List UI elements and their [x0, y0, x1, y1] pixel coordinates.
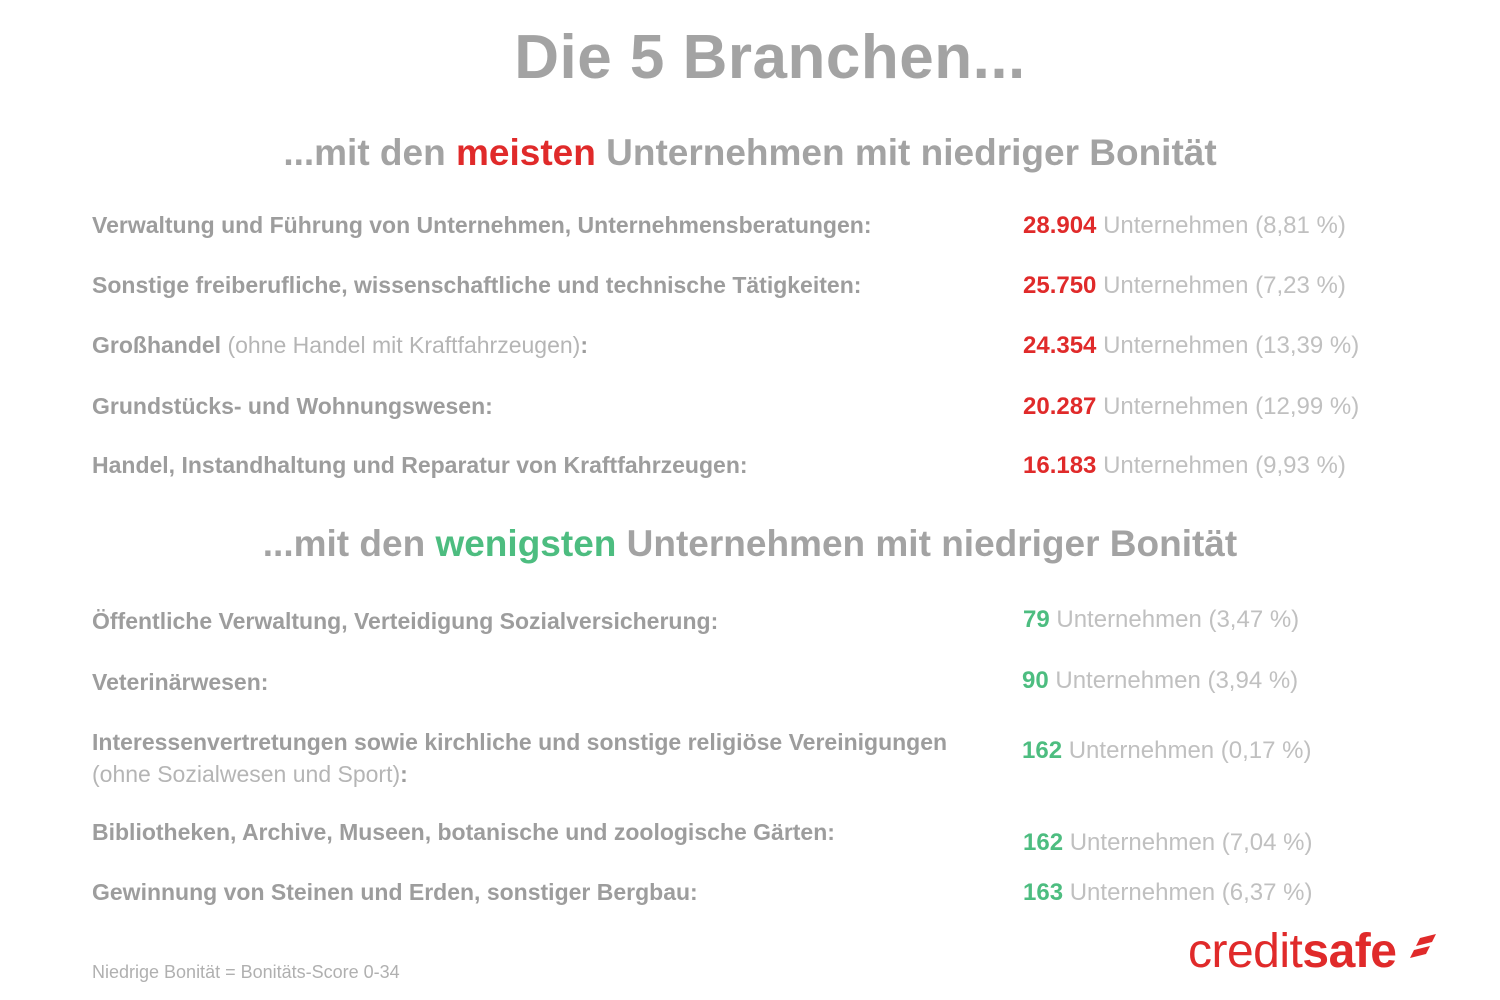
industry-value: 162 Unternehmen (0,17 %) — [1022, 737, 1312, 765]
swoosh-icon — [1410, 934, 1436, 958]
company-count: 79 — [1023, 606, 1050, 633]
company-count: 162 — [1022, 737, 1063, 764]
industry-value: 20.287 Unternehmen (12,99 %) — [1023, 393, 1359, 421]
industry-label: Interessenvertretungen sowie kirchliche … — [92, 729, 947, 788]
logo-text-safe: safe — [1302, 925, 1397, 978]
company-share: Unternehmen (7,23 %) — [1096, 272, 1346, 299]
industry-label-colon: : — [580, 332, 588, 358]
industry-label-main: Großhandel — [92, 332, 222, 358]
industry-label-main: Interessenvertretungen sowie kirchliche … — [92, 729, 948, 755]
industry-label: Bibliotheken, Archive, Museen, botanisch… — [92, 819, 835, 845]
footnote: Niedrige Bonität = Bonitäts-Score 0-34 — [92, 962, 400, 982]
company-share: Unternehmen (6,37 %) — [1063, 879, 1313, 906]
heading-highlight-least: wenigsten — [435, 523, 617, 564]
creditsafe-logo: creditsafe — [1188, 924, 1436, 979]
heading-highlight-most: meisten — [456, 132, 596, 173]
industry-value: 162 Unternehmen (7,04 %) — [1023, 829, 1313, 857]
logo-text-credit: credit — [1188, 925, 1303, 978]
company-share: Unternehmen (3,47 %) — [1049, 606, 1300, 633]
company-count: 90 — [1022, 667, 1049, 694]
heading-prefix: ...mit den — [283, 132, 456, 173]
industry-label: Grundstücks- und Wohnungswesen: — [92, 393, 493, 419]
industry-value: 28.904 Unternehmen (8,81 %) — [1023, 212, 1346, 240]
industry-value: 79 Unternehmen (3,47 %) — [1023, 606, 1299, 634]
company-share: Unternehmen (7,04 %) — [1063, 829, 1313, 856]
company-share: Unternehmen (3,94 %) — [1048, 667, 1299, 694]
company-share: Unternehmen (12,99 %) — [1096, 393, 1360, 420]
industry-label: Veterinärwesen: — [92, 669, 269, 695]
industry-value: 90 Unternehmen (3,94 %) — [1022, 667, 1298, 695]
company-share: Unternehmen (9,93 %) — [1096, 452, 1346, 479]
company-count: 163 — [1023, 879, 1064, 906]
industry-label: Gewinnung von Steinen und Erden, sonstig… — [92, 879, 698, 905]
industry-label-note: (ohne Handel mit Kraftfahrzeugen) — [221, 332, 581, 358]
company-share: Unternehmen (0,17 %) — [1062, 737, 1312, 764]
section-heading-most: ...mit den meisten Unternehmen mit niedr… — [0, 132, 1500, 174]
company-count: 16.183 — [1023, 452, 1097, 479]
heading-suffix: Unternehmen mit niedriger Bonität — [616, 523, 1238, 564]
company-count: 20.287 — [1023, 393, 1097, 420]
company-count: 28.904 — [1023, 212, 1097, 239]
industry-value: 163 Unternehmen (6,37 %) — [1023, 879, 1313, 907]
section-heading-least: ...mit den wenigsten Unternehmen mit nie… — [0, 523, 1500, 565]
company-count: 162 — [1023, 829, 1064, 856]
industry-label-colon: : — [400, 761, 408, 787]
industry-value: 25.750 Unternehmen (7,23 %) — [1023, 272, 1346, 300]
industry-value: 24.354 Unternehmen (13,39 %) — [1023, 332, 1359, 360]
heading-suffix: Unternehmen mit niedriger Bonität — [595, 132, 1217, 173]
industry-label-note: (ohne Sozialwesen und Sport): — [92, 761, 947, 788]
industry-label: Öffentliche Verwaltung, Verteidigung Soz… — [92, 608, 719, 634]
company-share: Unternehmen (8,81 %) — [1096, 212, 1346, 239]
industry-label: Sonstige freiberufliche, wissenschaftlic… — [92, 272, 862, 298]
company-count: 24.354 — [1023, 332, 1097, 359]
industry-label: Handel, Instandhaltung und Reparatur von… — [92, 452, 748, 478]
industry-label-note-text: (ohne Sozialwesen und Sport) — [92, 761, 401, 787]
company-count: 25.750 — [1023, 272, 1097, 299]
industry-label: Verwaltung und Führung von Unternehmen, … — [92, 212, 872, 238]
page-title: Die 5 Branchen... — [514, 23, 1026, 92]
industry-label: Großhandel (ohne Handel mit Kraftfahrzeu… — [92, 332, 588, 359]
company-share: Unternehmen (13,39 %) — [1096, 332, 1360, 359]
industry-value: 16.183 Unternehmen (9,93 %) — [1023, 452, 1346, 480]
heading-prefix: ...mit den — [262, 523, 436, 564]
